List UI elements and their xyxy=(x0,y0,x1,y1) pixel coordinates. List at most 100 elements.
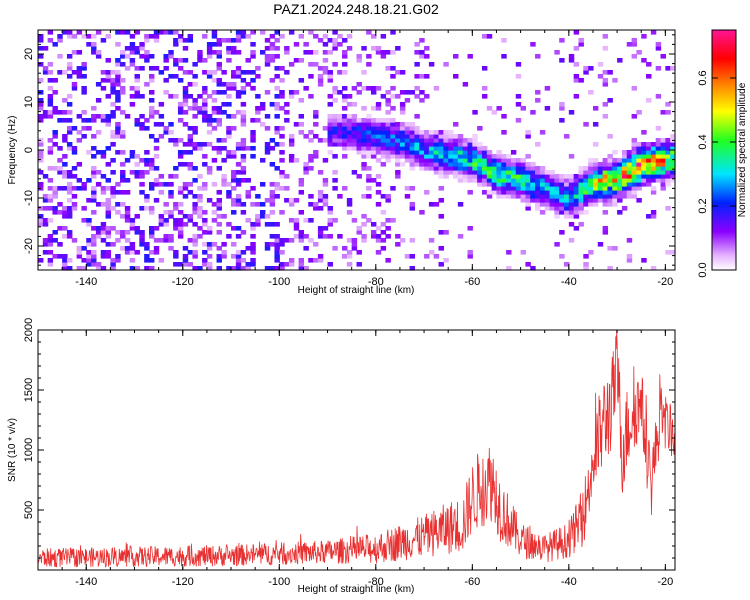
heatmap-cell xyxy=(240,230,247,235)
heatmap-cell xyxy=(568,110,575,115)
heatmap-cell xyxy=(206,130,213,135)
heatmap-cell xyxy=(264,126,271,131)
heatmap-cell xyxy=(395,154,401,159)
heatmap-cell xyxy=(66,234,73,239)
heatmap-cell xyxy=(342,246,348,251)
y-tick-label: 2000 xyxy=(23,318,35,342)
heatmap-cell xyxy=(472,110,478,115)
heatmap-cell xyxy=(467,226,473,231)
heatmap-cell xyxy=(216,42,222,47)
heatmap-cell xyxy=(626,254,633,259)
heatmap-cell xyxy=(235,262,242,267)
heatmap-cell xyxy=(366,186,372,191)
heatmap-cell xyxy=(274,238,280,243)
x-tick-label: -100 xyxy=(268,576,290,588)
heatmap-cell xyxy=(308,50,314,55)
heatmap-cell xyxy=(235,234,242,239)
heatmap-cell xyxy=(71,50,78,55)
heatmap-cell xyxy=(144,266,150,271)
heatmap-cell xyxy=(496,194,502,199)
heatmap-cell xyxy=(573,30,580,35)
heatmap-cell xyxy=(433,158,440,163)
heatmap-cell xyxy=(148,114,155,119)
heatmap-cell xyxy=(182,102,189,107)
heatmap-cell xyxy=(240,138,247,143)
heatmap-cell xyxy=(206,166,213,171)
heatmap-cell xyxy=(612,194,618,199)
heatmap-cell xyxy=(525,154,531,159)
heatmap-cell xyxy=(404,194,411,199)
heatmap-cell xyxy=(375,118,382,123)
heatmap-cell xyxy=(327,38,333,43)
heatmap-cell xyxy=(235,254,242,259)
heatmap-cell xyxy=(81,34,87,39)
heatmap-cell xyxy=(148,74,155,79)
heatmap-cell xyxy=(105,70,111,75)
heatmap-cell xyxy=(395,142,401,147)
heatmap-cell xyxy=(182,38,189,43)
heatmap-cell xyxy=(501,170,507,175)
heatmap-cell xyxy=(240,70,247,75)
heatmap-cell xyxy=(395,70,401,75)
heatmap-cell xyxy=(148,134,155,139)
heatmap-cell xyxy=(583,202,589,207)
heatmap-cell xyxy=(86,262,92,267)
heatmap-cell xyxy=(235,30,242,35)
heatmap-cell xyxy=(621,154,628,159)
heatmap-cell xyxy=(259,30,266,35)
heatmap-cell xyxy=(578,194,584,199)
heatmap-cell xyxy=(568,174,575,179)
heatmap-cell xyxy=(202,102,208,107)
heatmap-cell xyxy=(641,58,647,63)
heatmap-cell xyxy=(544,186,551,191)
heatmap-cell xyxy=(481,166,488,171)
heatmap-cell xyxy=(646,158,652,163)
heatmap-cell xyxy=(612,186,618,191)
heatmap-cell xyxy=(120,170,126,175)
heatmap-cell xyxy=(274,94,280,99)
heatmap-cell xyxy=(211,210,218,215)
heatmap-cell xyxy=(448,154,454,159)
heatmap-cell xyxy=(57,54,63,59)
heatmap-cell xyxy=(385,146,391,151)
heatmap-cell xyxy=(602,82,609,87)
heatmap-cell xyxy=(399,106,406,111)
heatmap-cell xyxy=(453,154,459,159)
heatmap-cell xyxy=(506,190,512,195)
heatmap-cell xyxy=(428,62,435,67)
heatmap-cell xyxy=(120,150,126,155)
heatmap-cell xyxy=(129,150,136,155)
heatmap-cell xyxy=(105,162,111,167)
heatmap-cell xyxy=(549,190,555,195)
heatmap-cell xyxy=(303,162,309,167)
heatmap-cell xyxy=(148,250,155,255)
heatmap-cell xyxy=(375,50,382,55)
heatmap-cell xyxy=(182,150,189,155)
heatmap-cell xyxy=(153,110,160,115)
heatmap-cell xyxy=(81,90,87,95)
x-tick-label: -40 xyxy=(561,276,577,288)
heatmap-cell xyxy=(66,170,73,175)
heatmap-cell xyxy=(665,166,671,171)
heatmap-cell xyxy=(240,170,247,175)
heatmap-cell xyxy=(520,190,527,195)
heatmap-cell xyxy=(173,222,179,227)
heatmap-cell xyxy=(409,162,416,167)
heatmap-cell xyxy=(197,198,203,203)
heatmap-cell xyxy=(47,242,54,247)
heatmap-cell xyxy=(414,126,420,131)
heatmap-cell xyxy=(366,154,372,159)
heatmap-cell xyxy=(385,90,391,95)
heatmap-cell xyxy=(187,106,194,111)
heatmap-cell xyxy=(153,138,160,143)
heatmap-cell xyxy=(370,222,377,227)
heatmap-cell xyxy=(665,142,671,147)
heatmap-cell xyxy=(366,134,372,139)
heatmap-cell xyxy=(264,54,271,59)
heatmap-cell xyxy=(173,262,179,267)
heatmap-cell xyxy=(665,146,671,151)
heatmap-cell xyxy=(617,162,623,167)
heatmap-cell xyxy=(120,130,126,135)
heatmap-cell xyxy=(216,222,222,227)
heatmap-cell xyxy=(47,186,54,191)
